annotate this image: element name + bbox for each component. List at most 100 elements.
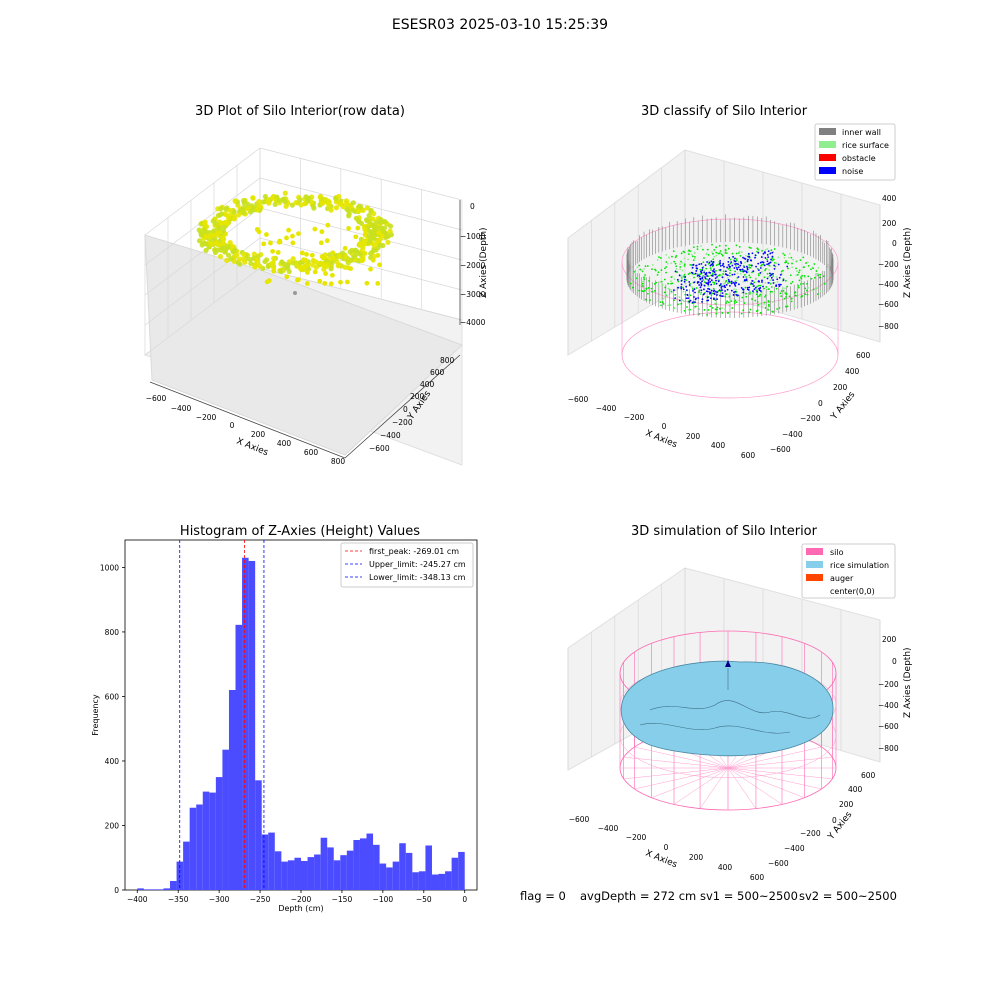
rice-point [806,289,808,292]
noise-point [754,256,756,259]
rice-point [804,287,807,290]
rice-point [699,273,702,275]
rice-point [771,290,773,293]
rice-point [764,307,767,309]
histogram-bar [458,851,465,890]
rice-point [689,308,691,311]
histogram-bar [248,560,256,890]
x-axis-label: X Axies [235,437,270,459]
rice-point [638,289,641,292]
x-tick-label: 0 [662,422,667,431]
rice-point [680,276,683,279]
raw-point [216,225,222,231]
raw-point [355,225,361,231]
rice-point [757,295,759,298]
noise-point [756,290,759,293]
histogram-title: Histogram of Z-Axies (Height) Values [179,524,421,539]
rice-point [683,273,686,276]
noise-point [761,261,764,263]
noise-point [719,264,722,267]
rice-point [780,290,783,292]
raw-point [362,250,368,256]
z-tick-label: −600 [878,722,899,731]
raw-point [293,200,299,206]
raw-point [363,217,370,223]
rice-point [715,251,718,254]
noise-point [758,287,760,290]
rice-point [784,287,786,290]
raw-point [250,195,256,201]
rice-point [748,274,751,277]
noise-point [786,265,789,268]
raw-point [286,227,291,233]
rice-point [788,256,790,259]
legend-label: noise [842,167,863,176]
histogram-bar [438,873,446,890]
noise-point [728,280,730,283]
x-tick-label: −400 [598,824,619,833]
legend-swatch-noise [819,167,836,174]
noise-point [723,284,726,287]
noise-point [737,263,740,266]
noise-point [720,287,723,289]
rice-point [633,270,635,273]
noise-point [709,280,712,283]
rice-point [665,261,668,263]
figure-title: ESESR03 2025-03-10 15:25:39 [391,17,609,33]
rice-point [713,248,716,251]
noise-point [708,277,711,280]
raw-point [218,220,224,226]
noise-point [699,286,702,289]
rice-point [698,313,701,315]
histogram-bar [451,857,459,890]
gridline [259,177,463,231]
silo-floor-wire [623,767,729,780]
noise-point [746,260,749,262]
noise-point [727,278,730,281]
z-tick-label: −3000 [460,290,486,299]
rice-point [738,250,741,253]
rice-point [756,301,759,303]
raw-point [350,200,356,206]
noise-point [714,273,717,276]
plot1-title: 3D Plot of Silo Interior(row data) [195,104,405,119]
histogram-bar [287,860,295,890]
rice-point [806,261,809,264]
noise-point [733,260,736,262]
rice-point [632,286,634,289]
rice-point [791,266,794,269]
rice-point [696,273,699,276]
rice-point [757,303,760,306]
rice-point [706,278,708,281]
rice-point [817,267,820,269]
rice-point [703,281,706,283]
rice-point [681,299,684,302]
rice-point [660,269,663,271]
noise-point [695,297,697,300]
noise-point [714,277,717,280]
rice-point [733,300,736,303]
noise-point [732,281,735,284]
noise-point [746,267,749,269]
raw-point [375,252,381,258]
rice-point [765,267,767,270]
histogram-bar [346,850,354,890]
z-tick-label: −2000 [460,261,486,270]
histogram-bar [143,889,151,890]
noise-point [693,281,696,284]
raw-point [371,242,378,248]
noise-point [730,280,733,283]
raw-point [322,280,328,286]
raw-point [319,229,325,235]
rice-point [773,248,776,250]
rice-point [759,284,762,287]
rice-point [668,256,670,259]
rice-point [740,312,743,315]
x-tick-label: 0 [462,895,467,904]
rice-point [706,301,709,303]
rice-point [662,297,665,300]
rice-point [812,288,815,291]
noise-point [695,264,698,267]
rice-point [670,262,673,264]
z-tick-label: −200 [878,680,899,689]
